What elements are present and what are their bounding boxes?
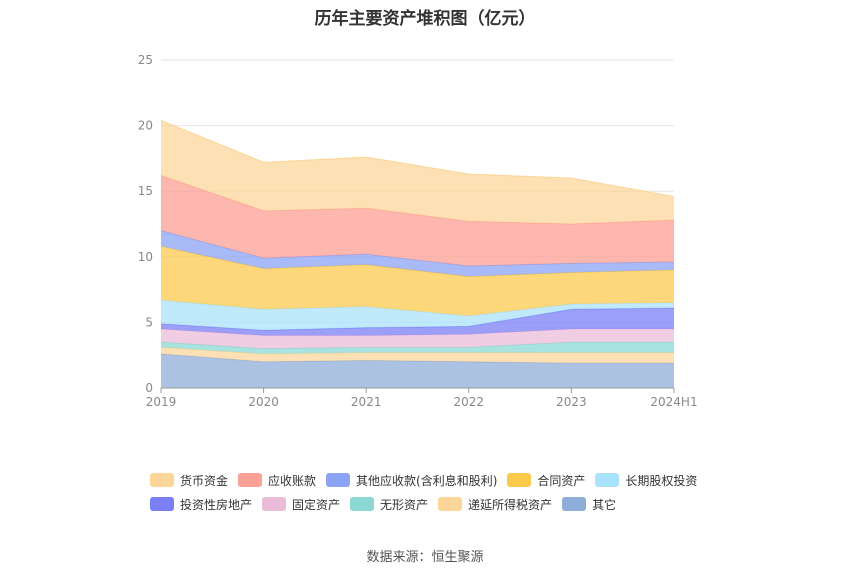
area-series (161, 246, 674, 316)
legend-swatch (238, 473, 263, 487)
legend-item[interactable]: 投资性房地产 (150, 496, 252, 512)
legend-swatch (562, 497, 587, 511)
legend-swatch (595, 473, 620, 487)
y-tick-label: 0 (145, 381, 153, 395)
area-series (161, 175, 674, 266)
legend-label: 货币资金 (180, 473, 229, 488)
y-tick-label: 15 (138, 184, 153, 198)
x-tick-label: 2022 (454, 395, 485, 409)
chart-title: 历年主要资产堆积图（亿元） (314, 9, 536, 29)
area-series (161, 328, 674, 349)
legend-swatch (150, 497, 174, 511)
y-tick-label: 25 (138, 53, 153, 67)
area-series (161, 347, 674, 364)
legend-swatch (326, 473, 351, 487)
legend-item[interactable]: 其它 (562, 496, 616, 512)
area-series (161, 307, 674, 336)
y-tick-label: 10 (138, 250, 153, 264)
legend-item[interactable]: 货币资金 (150, 472, 228, 488)
legend-item[interactable]: 长期股权投资 (595, 472, 697, 488)
legend-label: 应收账款 (268, 473, 317, 488)
legend: 货币资金 应收账款 其他应收款(含利息和股利) 合同资产 长期股权投资投资性房地产 固定资… (150, 472, 730, 520)
legend-label: 其它 (592, 497, 617, 512)
legend-label: 投资性房地产 (180, 497, 253, 512)
area-series (161, 353, 674, 388)
y-tick-label: 20 (138, 119, 153, 133)
x-tick-label: 2019 (146, 395, 177, 409)
legend-item[interactable]: 应收账款 (238, 472, 316, 488)
legend-item[interactable]: 递延所得税资产 (438, 496, 552, 512)
legend-label: 固定资产 (292, 497, 341, 512)
area-series (161, 300, 674, 331)
x-tick-label: 2023 (556, 395, 587, 409)
y-tick-label: 5 (145, 315, 153, 329)
legend-item[interactable]: 无形资产 (350, 496, 428, 512)
legend-swatch (438, 497, 463, 511)
area-series-line (160, 119, 675, 197)
area-series-group (160, 119, 675, 388)
legend-label: 无形资产 (380, 497, 429, 512)
area-series (161, 120, 674, 224)
legend-item[interactable]: 合同资产 (507, 472, 585, 488)
legend-label: 递延所得税资产 (468, 497, 553, 512)
axes: 0 5 10 15 20 25 2019 2020 2021 2022 2023 2024H1 (138, 53, 698, 409)
area-series (161, 342, 674, 354)
legend-swatch (150, 473, 174, 487)
legend-item[interactable]: 其他应收款(含利息和股利) (326, 472, 497, 488)
legend-swatch (350, 497, 375, 511)
legend-label: 其他应收款(含利息和股利) (356, 473, 498, 488)
x-tick-label: 2020 (248, 395, 279, 409)
legend-swatch (507, 473, 532, 487)
source-note: 数据来源：恒生聚源 (366, 550, 484, 565)
legend-label: 合同资产 (537, 473, 586, 488)
x-tick-label: 2024H1 (650, 395, 697, 409)
stacked-area-chart: 0 5 10 15 20 25 2019 2020 2021 2022 2023 2024H1 (138, 53, 698, 409)
area-series (161, 230, 674, 277)
legend-label: 长期股权投资 (625, 473, 698, 488)
x-tick-label: 2021 (351, 395, 382, 409)
legend-swatch (262, 497, 287, 511)
legend-item[interactable]: 固定资产 (262, 496, 340, 512)
